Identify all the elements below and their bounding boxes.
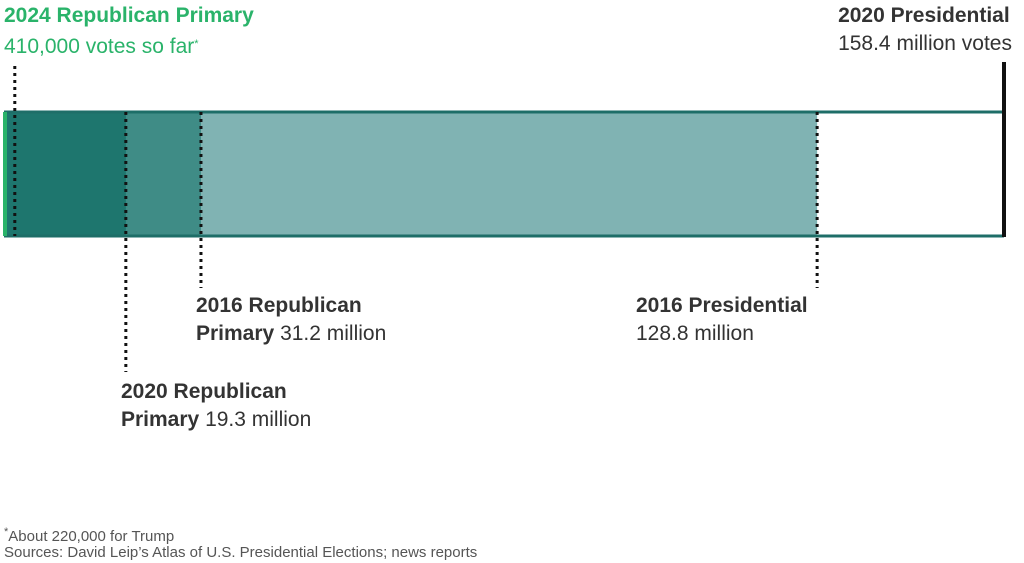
bar-2020-primary (4, 112, 126, 236)
label-2024-primary: 2024 Republican Primary 410,000 votes so… (4, 4, 254, 58)
footnote: *About 220,000 for Trump (4, 526, 175, 545)
label-2016-primary: 2016 Republican Primary 31.2 million (196, 294, 387, 345)
label-2020-presidential: 2020 Presidential 158.4 million votes (838, 4, 1012, 55)
sources: Sources: David Leip’s Atlas of U.S. Pres… (4, 544, 478, 561)
bar-2024-primary (3, 112, 7, 236)
label-2020-primary: 2020 Republican Primary 19.3 million (121, 380, 312, 431)
label-2016-presidential: 2016 Presidential 128.8 million (636, 294, 808, 345)
